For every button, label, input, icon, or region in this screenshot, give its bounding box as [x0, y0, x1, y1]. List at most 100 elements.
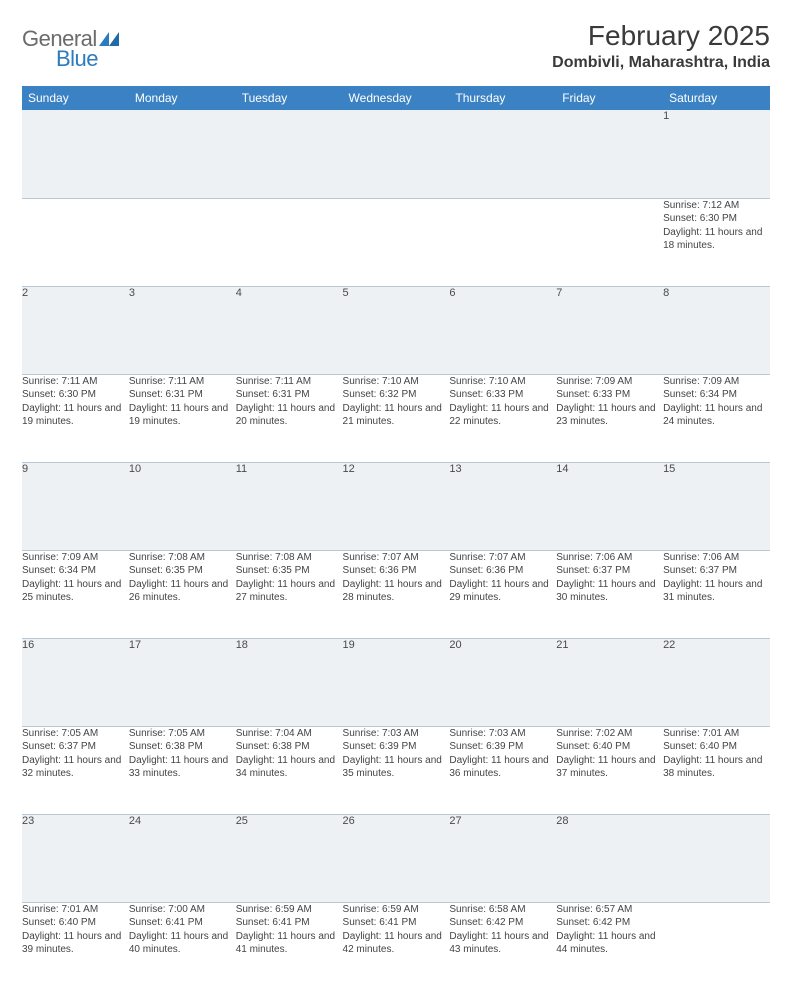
day-detail-cell — [129, 198, 236, 286]
day-detail-cell: Sunrise: 7:09 AMSunset: 6:34 PMDaylight:… — [22, 550, 129, 638]
day-detail-cell — [663, 902, 770, 990]
daylight-text: Daylight: 11 hours and 19 minutes. — [129, 402, 236, 429]
sunset-text: Sunset: 6:40 PM — [663, 740, 770, 754]
logo-mark-icon — [99, 32, 119, 46]
sunset-text: Sunset: 6:40 PM — [22, 916, 129, 930]
day-header: Saturday — [663, 86, 770, 110]
sunset-text: Sunset: 6:37 PM — [556, 564, 663, 578]
day-number-cell: 24 — [129, 814, 236, 902]
logo: General Blue — [22, 20, 119, 78]
day-number-cell: 13 — [449, 462, 556, 550]
calendar-table: Sunday Monday Tuesday Wednesday Thursday… — [22, 86, 770, 990]
day-detail-cell: Sunrise: 7:09 AMSunset: 6:34 PMDaylight:… — [663, 374, 770, 462]
sunrise-text: Sunrise: 6:59 AM — [343, 903, 450, 917]
sunrise-text: Sunrise: 7:12 AM — [663, 199, 770, 213]
day-detail-cell: Sunrise: 6:59 AMSunset: 6:41 PMDaylight:… — [236, 902, 343, 990]
sunset-text: Sunset: 6:33 PM — [449, 388, 556, 402]
sunset-text: Sunset: 6:37 PM — [663, 564, 770, 578]
day-number-cell: 9 — [22, 462, 129, 550]
sunrise-text: Sunrise: 6:58 AM — [449, 903, 556, 917]
daylight-text: Daylight: 11 hours and 22 minutes. — [449, 402, 556, 429]
sunrise-text: Sunrise: 7:07 AM — [449, 551, 556, 565]
day-detail-cell: Sunrise: 7:07 AMSunset: 6:36 PMDaylight:… — [449, 550, 556, 638]
day-detail-cell: Sunrise: 7:06 AMSunset: 6:37 PMDaylight:… — [663, 550, 770, 638]
sunset-text: Sunset: 6:39 PM — [343, 740, 450, 754]
day-detail-cell — [449, 198, 556, 286]
day-number-cell: 11 — [236, 462, 343, 550]
day-number-cell — [556, 110, 663, 198]
daylight-text: Daylight: 11 hours and 20 minutes. — [236, 402, 343, 429]
sunset-text: Sunset: 6:42 PM — [556, 916, 663, 930]
sunrise-text: Sunrise: 7:08 AM — [236, 551, 343, 565]
day-detail-cell — [22, 198, 129, 286]
day-detail-cell: Sunrise: 7:08 AMSunset: 6:35 PMDaylight:… — [236, 550, 343, 638]
day-detail-cell: Sunrise: 7:12 AMSunset: 6:30 PMDaylight:… — [663, 198, 770, 286]
daylight-text: Daylight: 11 hours and 24 minutes. — [663, 402, 770, 429]
day-number-cell: 18 — [236, 638, 343, 726]
sunrise-text: Sunrise: 7:01 AM — [663, 727, 770, 741]
day-detail-cell: Sunrise: 6:57 AMSunset: 6:42 PMDaylight:… — [556, 902, 663, 990]
day-detail-cell: Sunrise: 7:02 AMSunset: 6:40 PMDaylight:… — [556, 726, 663, 814]
day-detail-row: Sunrise: 7:09 AMSunset: 6:34 PMDaylight:… — [22, 550, 770, 638]
sunrise-text: Sunrise: 7:00 AM — [129, 903, 236, 917]
sunset-text: Sunset: 6:31 PM — [129, 388, 236, 402]
sunrise-text: Sunrise: 7:04 AM — [236, 727, 343, 741]
daylight-text: Daylight: 11 hours and 33 minutes. — [129, 754, 236, 781]
daylight-text: Daylight: 11 hours and 35 minutes. — [343, 754, 450, 781]
sunset-text: Sunset: 6:37 PM — [22, 740, 129, 754]
sunrise-text: Sunrise: 7:06 AM — [556, 551, 663, 565]
sunset-text: Sunset: 6:30 PM — [22, 388, 129, 402]
sunrise-text: Sunrise: 7:11 AM — [129, 375, 236, 389]
sunrise-text: Sunrise: 7:10 AM — [343, 375, 450, 389]
day-number-cell: 8 — [663, 286, 770, 374]
day-number-cell: 20 — [449, 638, 556, 726]
day-number-row: 232425262728 — [22, 814, 770, 902]
sunrise-text: Sunrise: 7:09 AM — [663, 375, 770, 389]
logo-text-blue: Blue — [56, 46, 98, 71]
day-header: Friday — [556, 86, 663, 110]
sunrise-text: Sunrise: 7:05 AM — [22, 727, 129, 741]
day-number-cell: 25 — [236, 814, 343, 902]
day-number-cell: 15 — [663, 462, 770, 550]
day-detail-cell — [236, 198, 343, 286]
daylight-text: Daylight: 11 hours and 37 minutes. — [556, 754, 663, 781]
sunset-text: Sunset: 6:36 PM — [449, 564, 556, 578]
day-detail-cell: Sunrise: 7:09 AMSunset: 6:33 PMDaylight:… — [556, 374, 663, 462]
day-number-cell — [22, 110, 129, 198]
daylight-text: Daylight: 11 hours and 38 minutes. — [663, 754, 770, 781]
day-number-cell: 2 — [22, 286, 129, 374]
daylight-text: Daylight: 11 hours and 39 minutes. — [22, 930, 129, 957]
sunrise-text: Sunrise: 7:10 AM — [449, 375, 556, 389]
day-number-cell: 12 — [343, 462, 450, 550]
day-detail-cell: Sunrise: 7:07 AMSunset: 6:36 PMDaylight:… — [343, 550, 450, 638]
day-number-cell: 6 — [449, 286, 556, 374]
sunset-text: Sunset: 6:39 PM — [449, 740, 556, 754]
day-detail-cell: Sunrise: 7:05 AMSunset: 6:38 PMDaylight:… — [129, 726, 236, 814]
calendar-page: General Blue February 2025 Dombivli, Mah… — [0, 0, 792, 1000]
sunset-text: Sunset: 6:35 PM — [129, 564, 236, 578]
day-detail-row: Sunrise: 7:11 AMSunset: 6:30 PMDaylight:… — [22, 374, 770, 462]
daylight-text: Daylight: 11 hours and 27 minutes. — [236, 578, 343, 605]
sunrise-text: Sunrise: 7:01 AM — [22, 903, 129, 917]
day-header: Wednesday — [343, 86, 450, 110]
day-detail-cell: Sunrise: 7:11 AMSunset: 6:31 PMDaylight:… — [236, 374, 343, 462]
day-number-cell — [449, 110, 556, 198]
daylight-text: Daylight: 11 hours and 23 minutes. — [556, 402, 663, 429]
day-number-cell: 7 — [556, 286, 663, 374]
page-subtitle: Dombivli, Maharashtra, India — [552, 54, 770, 72]
day-number-cell: 3 — [129, 286, 236, 374]
sunrise-text: Sunrise: 7:11 AM — [22, 375, 129, 389]
sunrise-text: Sunrise: 7:02 AM — [556, 727, 663, 741]
calendar-body: 1Sunrise: 7:12 AMSunset: 6:30 PMDaylight… — [22, 110, 770, 990]
sunset-text: Sunset: 6:33 PM — [556, 388, 663, 402]
day-number-cell: 16 — [22, 638, 129, 726]
day-header: Thursday — [449, 86, 556, 110]
day-detail-cell — [556, 198, 663, 286]
sunrise-text: Sunrise: 7:11 AM — [236, 375, 343, 389]
day-number-cell: 28 — [556, 814, 663, 902]
day-number-cell — [343, 110, 450, 198]
day-detail-row: Sunrise: 7:12 AMSunset: 6:30 PMDaylight:… — [22, 198, 770, 286]
sunset-text: Sunset: 6:35 PM — [236, 564, 343, 578]
day-number-row: 9101112131415 — [22, 462, 770, 550]
day-number-cell: 23 — [22, 814, 129, 902]
